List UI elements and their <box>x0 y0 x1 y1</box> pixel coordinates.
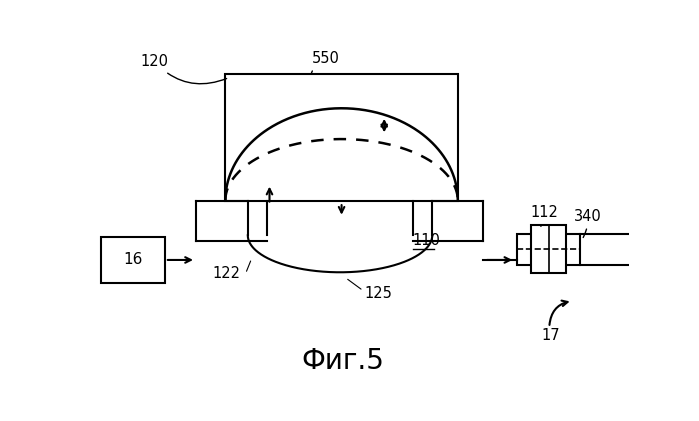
Bar <box>225 74 458 201</box>
Text: 125: 125 <box>365 285 393 301</box>
Text: 110: 110 <box>413 233 441 248</box>
Text: 16: 16 <box>124 253 143 267</box>
Text: 17: 17 <box>542 328 560 343</box>
Text: Фиг.5: Фиг.5 <box>302 347 384 375</box>
Text: 120: 120 <box>140 54 226 84</box>
Text: 550: 550 <box>311 51 340 73</box>
Bar <box>531 225 565 273</box>
Text: 340: 340 <box>574 208 602 237</box>
Text: 112: 112 <box>531 205 559 226</box>
Bar <box>517 234 580 264</box>
Bar <box>101 237 165 283</box>
Text: 122: 122 <box>212 266 240 281</box>
